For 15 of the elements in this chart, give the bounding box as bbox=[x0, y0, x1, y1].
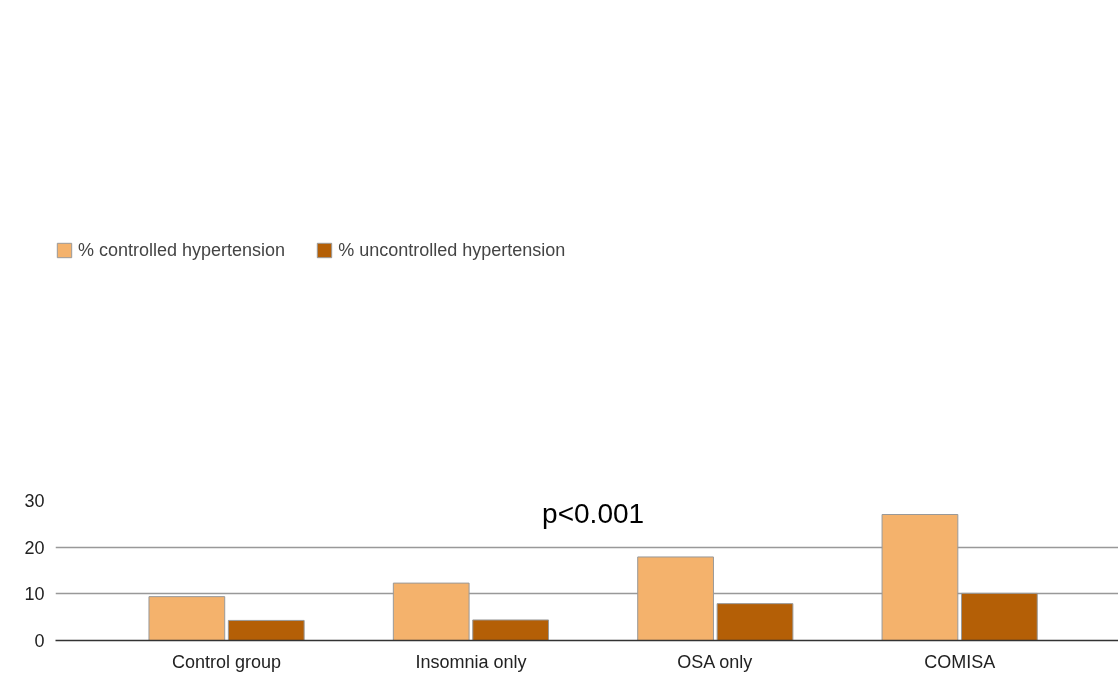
x-tick-label: OSA only bbox=[677, 651, 753, 672]
x-tick-label: Insomnia only bbox=[415, 651, 527, 672]
bar bbox=[472, 619, 550, 641]
annotation: p<0.001 bbox=[542, 497, 645, 529]
legend-label: % uncontrolled hypertension bbox=[338, 239, 566, 261]
legend-label: % controlled hypertension bbox=[78, 239, 286, 261]
bar bbox=[716, 603, 794, 641]
y-tick-label: 10 bbox=[24, 584, 45, 605]
x-tick-label: COMISA bbox=[924, 651, 996, 672]
x-tick-label: Control group bbox=[172, 651, 282, 672]
bar bbox=[227, 619, 305, 641]
y-tick-label: 20 bbox=[24, 537, 45, 558]
y-tick-label: 0 bbox=[34, 631, 45, 651]
y-tick-label: 30 bbox=[24, 491, 45, 511]
bar bbox=[148, 596, 226, 641]
